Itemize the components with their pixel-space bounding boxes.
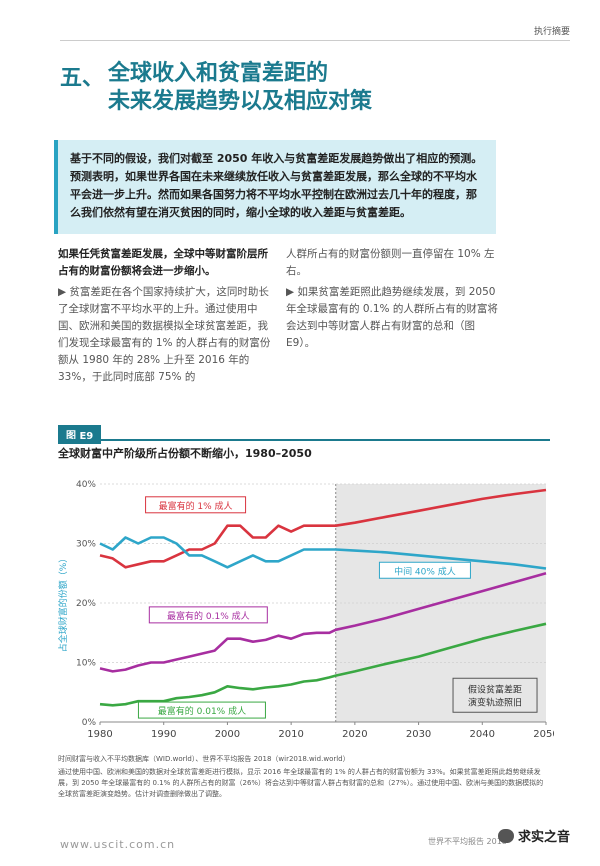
left-column: 如果任凭贫富差距发展，全球中等财富阶层所占有的财富份额将会进一步缩小。 ▶ 贫富… [58, 246, 276, 390]
series-label-box [145, 496, 247, 514]
x-tick-label: 2000 [215, 729, 240, 740]
x-tick-label: 2040 [470, 729, 495, 740]
y-tick-label: 0% [82, 718, 97, 728]
series-label-box [137, 701, 266, 719]
series-label-box [378, 561, 471, 579]
series-label-box [148, 606, 268, 624]
section-title-line2: 未来发展趋势以及相应对策 [108, 89, 373, 114]
chart-series [99, 488, 547, 707]
projection-label: 假设贫富差距 [468, 683, 522, 695]
header-divider [60, 40, 570, 41]
projection-label: 演变轨迹照旧 [468, 696, 522, 708]
series-line [99, 488, 547, 569]
section-title: 全球收入和贫富差距的 未来发展趋势以及相应对策 [108, 60, 372, 116]
x-tick-label: 1990 [151, 729, 176, 740]
x-tick-label: 2050 [533, 729, 554, 740]
x-tick-label: 1980 [87, 729, 112, 740]
x-tick-label: 2020 [342, 729, 367, 740]
x-tick-label: 2010 [278, 729, 303, 740]
footer-url: www.uscit.com.cn [60, 838, 176, 851]
section-title-line1: 全球收入和贫富差距的 [108, 61, 329, 86]
x-axis-ticks: 1980 1990 2000 2010 2020 2030 2040 2050 [87, 722, 554, 740]
right-column: 人群所占有的财富份额则一直停留在 10% 左右。 ▶ 如果贫富差距照此趋势继续发… [286, 246, 506, 356]
body-paragraph: ▶ 贫富差距在各个国家持续扩大，这同时助长了全球财富不平均水平的上升。通过使用中… [58, 286, 271, 383]
y-tick-label: 20% [76, 599, 96, 609]
wechat-watermark: 求实之音 [498, 826, 570, 845]
source-note: 通过使用中国、欧洲和美国的数据对全球贫富差距进行模拟，显示 2016 年全球最富… [58, 768, 544, 798]
series-label: 中间 40% 成人 [394, 565, 456, 577]
body-paragraph-projection: ▶ 如果贫富差距照此趋势继续发展，到 2050 年全球最富有的 0.1% 的人群… [286, 286, 498, 349]
footer-book-title: 世界不平均报告 2018 [428, 837, 507, 846]
source-line: 时间财富与收入不平均数据库（WID.world）、世界不平均报告 2018（wi… [58, 755, 350, 763]
section-number: 五、 [60, 66, 105, 91]
series-label: 最富有的 1% 成人 [159, 500, 233, 512]
series-label: 最富有的 0.01% 成人 [158, 705, 246, 717]
running-header: 执行摘要 [533, 27, 570, 37]
y-tick-label: 10% [76, 659, 96, 669]
series-line [99, 536, 547, 570]
wechat-icon [498, 828, 514, 843]
wechat-account: 求实之音 [518, 830, 571, 845]
figure-source: 时间财富与收入不平均数据库（WID.world）、世界不平均报告 2018（wi… [58, 754, 550, 802]
x-tick-label: 2030 [406, 729, 431, 740]
figure-title: 全球财富中产阶级所占份额不断缩小，1980–2050 [58, 447, 312, 460]
figure-tag: 图 E9 [58, 425, 102, 444]
projection-label-box [452, 677, 538, 713]
series-line [99, 622, 547, 707]
summary-box: 基于不同的假设，我们对截至 2050 年收入与贫富差距发展趋势做出了相应的预测。… [54, 140, 496, 234]
series-label: 最富有的 0.1% 成人 [167, 610, 250, 622]
y-tick-label: 40% [76, 480, 96, 490]
y-axis-ticks: 0% 10% 20% 30% 40% [76, 480, 96, 728]
figure-rule [58, 439, 550, 441]
body-paragraph-continued: 人群所占有的财富份额则一直停留在 10% 左右。 [286, 248, 495, 277]
y-axis-label: 占全球财富的份额（%） [57, 554, 69, 653]
wealth-share-chart: 1980 1990 2000 2010 2020 2030 2040 2050 0% 10% 20… [57, 480, 554, 740]
series-line [99, 572, 547, 673]
lead-paragraph: 如果任凭贫富差距发展，全球中等财富阶层所占有的财富份额将会进一步缩小。 [58, 248, 268, 277]
y-tick-label: 30% [76, 540, 96, 550]
